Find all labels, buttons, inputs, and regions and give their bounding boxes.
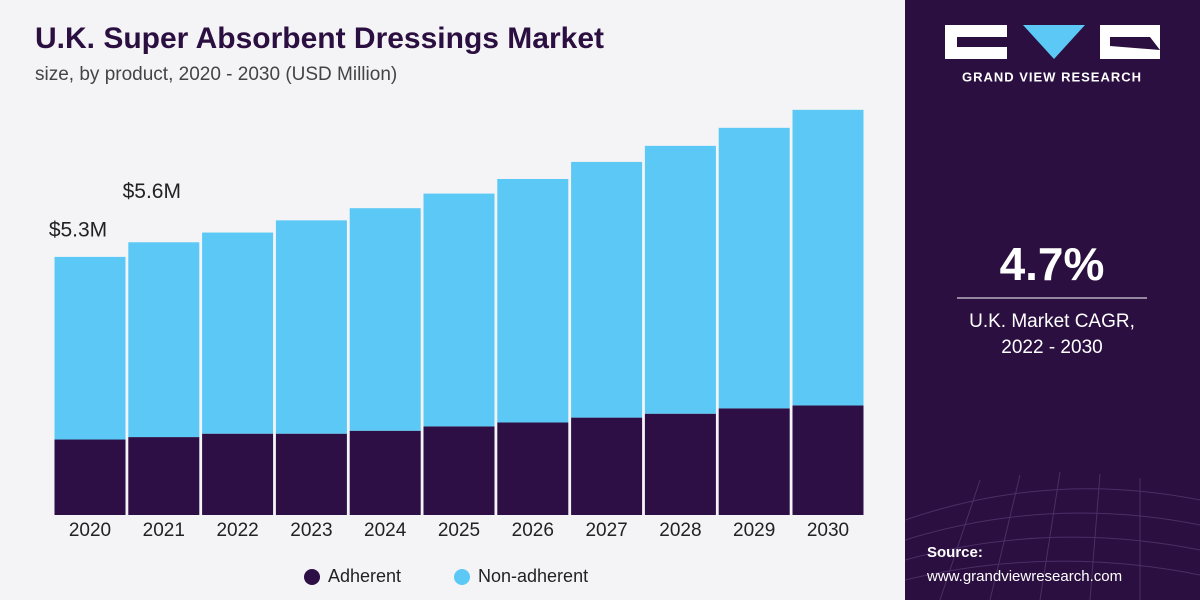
x-tick-label: 2026	[512, 520, 554, 541]
source-url: www.grandviewresearch.com	[926, 568, 1122, 585]
bar-segment	[792, 405, 864, 515]
bar-segment	[275, 433, 347, 515]
x-tick-label: 2027	[585, 520, 627, 541]
bar-segment	[497, 178, 569, 423]
bar-segment	[54, 439, 126, 515]
x-tick-label: 2029	[733, 520, 775, 541]
bar-segment	[423, 426, 495, 515]
cagr-label: U.K. Market CAGR,	[969, 311, 1135, 332]
bar-segment	[571, 417, 643, 515]
chart-subtitle: size, by product, 2020 - 2030 (USD Milli…	[35, 64, 397, 85]
bar-segment	[497, 422, 569, 515]
chart-title: U.K. Super Absorbent Dressings Market	[35, 22, 604, 55]
legend-label: Adherent	[328, 566, 401, 586]
x-tick-label: 2022	[216, 520, 258, 541]
bar-segment	[349, 430, 421, 515]
bar-segment	[275, 220, 347, 434]
bar-segment	[718, 127, 790, 409]
logo	[945, 25, 1160, 59]
bar-segment	[644, 413, 716, 515]
sidebar	[905, 0, 1200, 600]
source-label: Source:	[927, 544, 983, 561]
bar-segment	[128, 242, 200, 438]
legend-label: Non-adherent	[478, 566, 588, 586]
sidebar-pattern	[904, 471, 1200, 600]
x-tick-label: 2021	[143, 520, 185, 541]
bar-segment	[202, 232, 274, 434]
cagr-period: 2022 - 2030	[1001, 337, 1102, 358]
x-tick-label: 2020	[69, 520, 111, 541]
bar-segment	[349, 208, 421, 431]
bar-segment	[54, 256, 126, 440]
bar-segment	[792, 109, 864, 406]
data-label: $5.3M	[49, 218, 107, 241]
bar-segment	[423, 193, 495, 427]
bar-segment	[571, 161, 643, 418]
legend-marker	[454, 569, 470, 585]
x-tick-label: 2028	[659, 520, 701, 541]
data-label: $5.6M	[123, 180, 181, 203]
legend-marker	[304, 569, 320, 585]
bar-segment	[202, 433, 274, 515]
bar-segment	[718, 408, 790, 515]
bar-segment	[644, 145, 716, 414]
x-tick-label: 2023	[290, 520, 332, 541]
cagr-value: 4.7%	[1000, 238, 1105, 290]
x-tick-label: 2025	[438, 520, 480, 541]
bar-segment	[128, 437, 200, 515]
x-tick-label: 2030	[807, 520, 849, 541]
brand: GRAND VIEW RESEARCH	[962, 69, 1142, 84]
x-tick-label: 2024	[364, 520, 407, 541]
